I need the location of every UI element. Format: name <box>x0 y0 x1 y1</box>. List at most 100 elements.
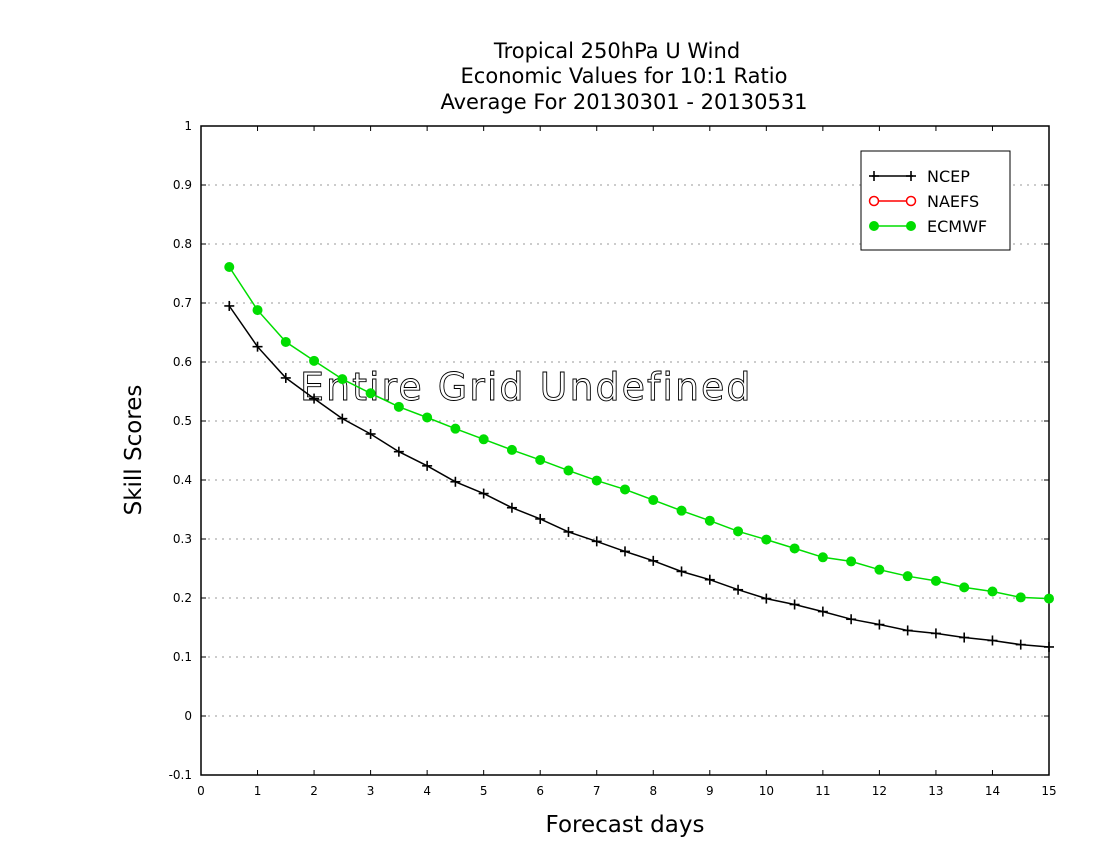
legend: NCEP NAEFS ECMWF <box>860 150 1011 251</box>
series-layer <box>224 262 1054 652</box>
series-ncep-point <box>930 628 941 639</box>
series-ncep-point <box>874 619 885 630</box>
y-tick-label: 0 <box>184 709 192 723</box>
legend-swatch-marker <box>869 221 879 231</box>
series-ecmwf-point <box>817 552 828 563</box>
series-ncep-point <box>591 536 602 547</box>
series-ncep-point <box>704 574 715 585</box>
watermark-annotation: Entire Grid Undefined <box>300 365 753 409</box>
series-ecmwf-line <box>228 266 1050 600</box>
x-tick-label: 7 <box>593 784 601 798</box>
series-ecmwf-point <box>337 374 348 385</box>
series-ncep-point <box>959 632 970 643</box>
x-tick-label: 5 <box>480 784 488 798</box>
series-ecmwf-point <box>252 305 263 316</box>
x-axis-ticks: 0 1 2 3 4 5 6 7 8 9 10 11 12 13 14 15 <box>197 126 1057 798</box>
series-ecmwf-point <box>478 434 489 445</box>
series-ecmwf-point <box>280 336 291 347</box>
y-tick-label: -0.1 <box>169 768 192 782</box>
series-ecmwf-point <box>959 582 970 593</box>
y-tick-label: 0.7 <box>173 296 192 310</box>
series-ncep-point <box>987 635 998 646</box>
legend-swatch-marker <box>905 195 917 207</box>
series-ecmwf-point <box>506 444 517 455</box>
series-ncep-point <box>280 372 291 383</box>
series-ncep-point <box>393 446 404 457</box>
series-ecmwf-point <box>733 526 744 537</box>
series-ncep-point <box>309 393 320 404</box>
series-ncep-point <box>902 625 913 636</box>
plot-frame <box>200 125 1050 776</box>
y-tick-label: 0.1 <box>173 650 192 664</box>
y-tick-label: 0.5 <box>173 414 192 428</box>
series-ncep <box>224 300 1054 652</box>
y-tick-label: 0.2 <box>173 591 192 605</box>
y-tick-label: 0.4 <box>173 473 192 487</box>
series-ncep-point <box>761 593 772 604</box>
series-ncep-point <box>563 526 574 537</box>
series-ncep-point <box>450 476 461 487</box>
title-line-2: Economic Values for 10:1 Ratio <box>461 64 788 88</box>
gridlines <box>201 184 1049 717</box>
series-ncep-point <box>1015 639 1026 650</box>
x-tick-label: 10 <box>759 784 774 798</box>
legend-label-ecmwf: ECMWF <box>927 217 987 236</box>
legend-label-ncep: NCEP <box>927 167 970 186</box>
title-line-3: Average For 20130301 - 20130531 <box>440 90 807 114</box>
series-ecmwf-point <box>224 262 235 273</box>
x-tick-label: 0 <box>197 784 205 798</box>
series-ecmwf-point <box>1015 592 1026 603</box>
y-axis-title: Skill Scores <box>121 385 147 516</box>
series-ncep-point <box>506 502 517 513</box>
x-tick-label: 2 <box>310 784 318 798</box>
y-tick-label: 1 <box>184 119 192 133</box>
series-ncep-point <box>1044 641 1054 652</box>
legend-swatch-marker <box>868 195 880 207</box>
series-ecmwf-point <box>846 556 857 567</box>
x-tick-label: 15 <box>1041 784 1056 798</box>
y-tick-label: 0.9 <box>173 178 192 192</box>
series-ecmwf <box>224 262 1054 604</box>
series-ecmwf-point <box>393 401 404 412</box>
y-axis-ticks: -0.1 0 0.1 0.2 0.3 0.4 0.5 0.6 0.7 0.8 0.9 1 <box>169 119 1049 782</box>
series-ecmwf-point <box>620 484 630 495</box>
legend-swatch-marker <box>906 171 916 181</box>
series-ecmwf-point <box>591 475 602 486</box>
series-ecmwf-point <box>930 575 941 586</box>
series-ncep-point <box>620 546 630 557</box>
series-ncep-point <box>365 428 376 439</box>
x-tick-label: 9 <box>706 784 714 798</box>
y-tick-label: 0.3 <box>173 532 192 546</box>
x-tick-label: 3 <box>367 784 375 798</box>
series-ecmwf-point <box>902 571 913 582</box>
series-ncep-point <box>648 555 659 566</box>
series-ncep-point <box>789 599 800 610</box>
series-ecmwf-point <box>704 515 715 526</box>
x-tick-label: 4 <box>423 784 431 798</box>
x-tick-label: 12 <box>872 784 887 798</box>
x-tick-label: 8 <box>649 784 657 798</box>
series-ncep-point <box>422 460 433 471</box>
series-ecmwf-point <box>309 355 320 366</box>
series-ncep-point <box>733 584 744 595</box>
x-tick-label: 14 <box>985 784 1000 798</box>
x-tick-label: 11 <box>815 784 830 798</box>
series-ecmwf-point <box>365 388 376 399</box>
legend-item-ecmwf: ECMWF <box>869 217 987 236</box>
x-tick-label: 6 <box>536 784 544 798</box>
legend-item-naefs: NAEFS <box>868 192 979 211</box>
series-ecmwf-point <box>535 454 546 465</box>
x-tick-label: 13 <box>928 784 943 798</box>
series-ncep-line <box>228 305 1050 648</box>
y-tick-label: 0.6 <box>173 355 192 369</box>
series-ecmwf-point <box>676 505 687 516</box>
series-ecmwf-point <box>563 465 574 476</box>
series-ecmwf-point <box>761 534 772 545</box>
series-ecmwf-point <box>987 586 998 597</box>
series-ncep-point <box>817 606 828 617</box>
title-line-1: Tropical 250hPa U Wind <box>493 39 740 63</box>
legend-swatch-marker <box>906 221 916 231</box>
series-ncep-point <box>252 341 263 352</box>
series-ncep-point <box>478 488 489 499</box>
series-ncep-point <box>676 566 687 577</box>
